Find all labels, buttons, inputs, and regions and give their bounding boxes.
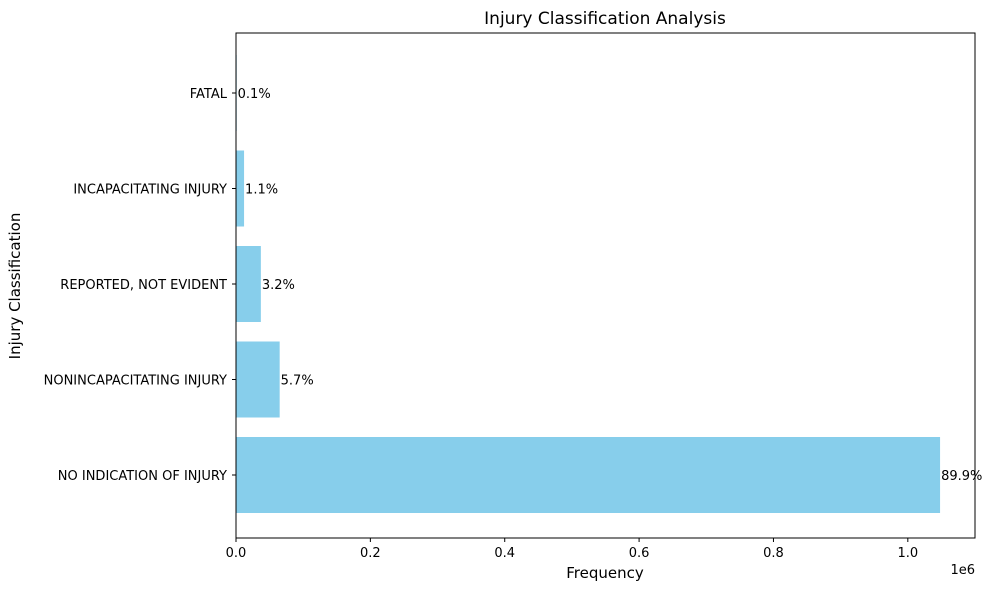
bar <box>236 150 245 227</box>
y-tick-label: NO INDICATION OF INJURY <box>58 469 227 484</box>
x-axis-offset-label: 1e6 <box>950 563 975 578</box>
bar-value-label: 89.9% <box>941 469 982 484</box>
y-tick-label: FATAL <box>190 87 228 102</box>
bars-layer <box>236 55 941 513</box>
x-axis-label: Frequency <box>566 564 644 582</box>
chart-title: Injury Classification Analysis <box>484 9 726 29</box>
y-tick-label: REPORTED, NOT EVIDENT <box>60 278 227 293</box>
bar <box>236 341 280 418</box>
y-axis-ticks: NO INDICATION OF INJURY NONINCAPACITATING… <box>44 87 236 484</box>
value-labels-layer: 89.9% 5.7% 3.2% 1.1% 0.1% <box>238 87 983 484</box>
x-tick-label: 0.6 <box>629 546 650 561</box>
bar-value-label: 1.1% <box>245 183 278 198</box>
x-tick-label: 0.4 <box>494 546 515 561</box>
y-axis-label: Injury Classification <box>6 213 24 360</box>
y-tick-label: INCAPACITATING INJURY <box>73 183 227 198</box>
plot-frame <box>235 32 976 539</box>
x-axis-ticks: 0.0 0.2 0.4 0.6 0.8 1.0 <box>226 538 918 561</box>
bar-value-label: 0.1% <box>238 87 271 102</box>
bar <box>236 437 941 513</box>
x-tick-label: 1.0 <box>897 546 918 561</box>
x-tick-label: 0.2 <box>360 546 381 561</box>
y-tick-label: NONINCAPACITATING INJURY <box>44 374 227 389</box>
x-tick-label: 0.8 <box>763 546 784 561</box>
bar <box>236 246 261 322</box>
bar-value-label: 3.2% <box>262 278 295 293</box>
bar-value-label: 5.7% <box>281 374 314 389</box>
x-tick-label: 0.0 <box>226 546 247 561</box>
